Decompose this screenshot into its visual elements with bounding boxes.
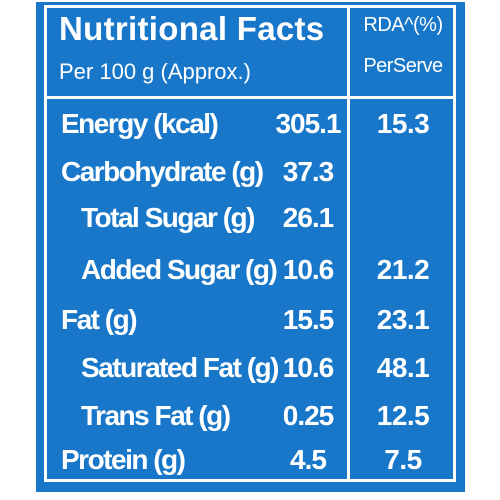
nutrient-row-fat: Fat (g) 15.5 23.1 bbox=[47, 304, 453, 344]
nutrient-label: Protein (g) bbox=[61, 444, 186, 475]
nutrient-row-energy: Energy (kcal) 305.1 15.3 bbox=[47, 108, 453, 148]
nutrient-label: Carbohydrate (g) bbox=[61, 156, 264, 187]
nutrient-row-saturated-fat: Saturated Fat (g) 10.6 48.1 bbox=[47, 352, 453, 392]
nutrient-value: 10.6 bbox=[282, 352, 335, 383]
rda-column-header: RDA^(%) bbox=[363, 14, 443, 36]
nutrition-facts-panel: Nutritional Facts Per 100 g (Approx.) RD… bbox=[36, 2, 465, 492]
nutrient-row-total-sugar: Total Sugar (g) 26.1 bbox=[47, 202, 453, 242]
nutrient-rda: 23.1 bbox=[376, 304, 430, 335]
nutrient-row-trans-fat: Trans Fat (g) 0.25 12.5 bbox=[47, 400, 453, 440]
nutrient-value: 15.5 bbox=[282, 304, 335, 335]
nutrient-value: 305.1 bbox=[275, 108, 341, 139]
nutrient-label: Saturated Fat (g) bbox=[81, 352, 279, 383]
nutrient-label: Trans Fat (g) bbox=[81, 400, 231, 431]
nutrient-label: Added Sugar (g) bbox=[81, 254, 278, 285]
nutrient-rda: 7.5 bbox=[384, 444, 422, 475]
nutrient-row-protein: Protein (g) 4.5 7.5 bbox=[47, 444, 453, 484]
nutrient-value: 4.5 bbox=[290, 444, 327, 475]
nutrient-row-added-sugar: Added Sugar (g) 10.6 21.2 bbox=[47, 254, 453, 294]
nutrient-label: Fat (g) bbox=[61, 304, 138, 335]
nutrient-label: Total Sugar (g) bbox=[81, 202, 255, 233]
nutrition-table: Nutritional Facts Per 100 g (Approx.) RD… bbox=[44, 5, 456, 482]
nutrient-label: Energy (kcal) bbox=[61, 108, 219, 139]
header-divider bbox=[47, 96, 453, 99]
table-subtitle: Per 100 g (Approx.) bbox=[59, 59, 251, 84]
column-divider bbox=[347, 8, 350, 479]
nutrient-row-carbohydrate: Carbohydrate (g) 37.3 bbox=[47, 156, 453, 196]
nutrient-value: 26.1 bbox=[282, 202, 335, 233]
rda-column-subheader: PerServe bbox=[363, 55, 443, 77]
table-title: Nutritional Facts bbox=[59, 10, 325, 47]
nutrient-rda: 15.3 bbox=[376, 108, 430, 139]
nutrient-value: 10.6 bbox=[282, 254, 335, 285]
nutrient-value: 0.25 bbox=[282, 400, 335, 431]
nutrient-value: 37.3 bbox=[282, 156, 335, 187]
nutrient-rda: 21.2 bbox=[376, 254, 430, 285]
nutrient-rda: 48.1 bbox=[376, 352, 430, 383]
nutrient-rda: 12.5 bbox=[376, 400, 430, 431]
